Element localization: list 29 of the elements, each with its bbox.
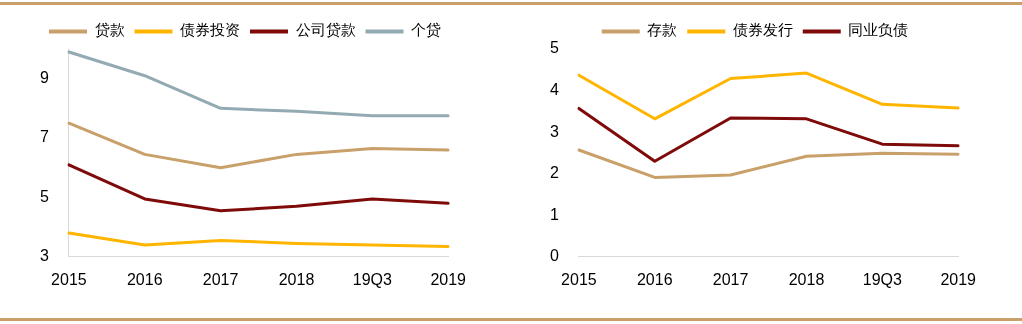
x-tick-label: 2018 bbox=[788, 270, 825, 288]
x-tick-label: 2015 bbox=[51, 270, 87, 288]
x-tick-label: 2018 bbox=[278, 270, 315, 288]
x-tick-label: 19Q3 bbox=[862, 270, 903, 288]
y-tick-label: 2 bbox=[549, 164, 559, 182]
y-tick-label: 5 bbox=[39, 187, 49, 205]
y-tick-label: 0 bbox=[549, 247, 559, 265]
legend-label: 贷款 bbox=[94, 21, 125, 40]
legend-label: 债券投资 bbox=[180, 21, 240, 40]
legend-label: 同业负债 bbox=[848, 21, 909, 40]
y-tick-label: 4 bbox=[549, 80, 559, 98]
x-tick-label: 2015 bbox=[561, 270, 597, 288]
x-tick-label: 2016 bbox=[126, 270, 163, 288]
y-tick-label: 9 bbox=[39, 69, 49, 87]
y-tick-label: 1 bbox=[549, 205, 559, 223]
legend-label: 公司贷款 bbox=[295, 21, 356, 40]
legend-label: 个贷 bbox=[411, 21, 441, 40]
legend-label: 存款 bbox=[647, 21, 678, 40]
y-tick-label: 3 bbox=[549, 122, 559, 140]
x-tick-label: 2017 bbox=[202, 270, 239, 288]
y-tick-label: 3 bbox=[39, 247, 49, 265]
x-tick-label: 2016 bbox=[636, 270, 673, 288]
legend-label: 债券发行 bbox=[732, 21, 793, 40]
x-tick-label: 2019 bbox=[430, 270, 467, 288]
y-tick-label: 5 bbox=[549, 39, 559, 57]
x-tick-label: 2017 bbox=[712, 270, 749, 288]
y-tick-label: 7 bbox=[39, 128, 49, 146]
x-tick-label: 19Q3 bbox=[352, 270, 393, 288]
x-tick-label: 2019 bbox=[940, 270, 977, 288]
